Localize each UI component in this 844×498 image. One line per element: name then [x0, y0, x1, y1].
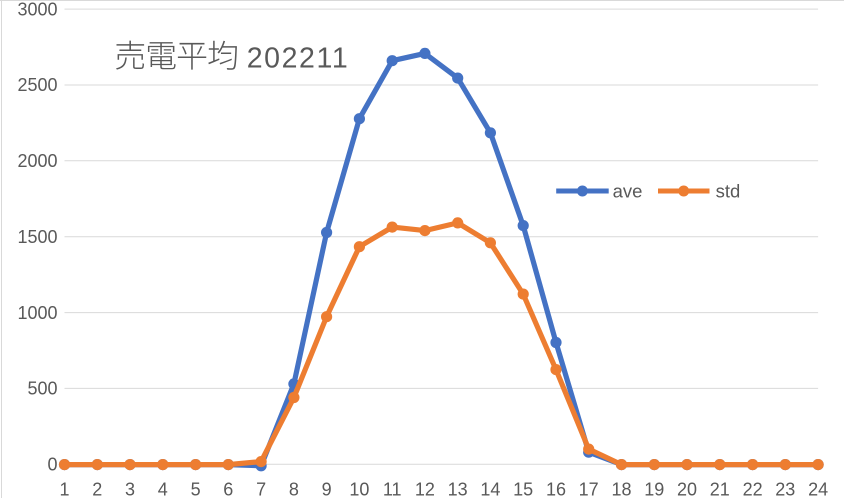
- svg-text:500: 500: [27, 379, 57, 399]
- svg-text:5: 5: [191, 480, 201, 498]
- svg-text:7: 7: [256, 480, 266, 498]
- svg-text:18: 18: [611, 480, 631, 498]
- svg-text:15: 15: [513, 480, 533, 498]
- svg-text:8: 8: [289, 480, 299, 498]
- svg-text:6: 6: [223, 480, 233, 498]
- svg-text:11: 11: [383, 480, 402, 498]
- svg-text:16: 16: [546, 480, 566, 498]
- svg-text:ave: ave: [613, 180, 643, 201]
- svg-text:12: 12: [415, 480, 435, 498]
- svg-text:9: 9: [322, 480, 332, 498]
- svg-text:1000: 1000: [17, 303, 57, 323]
- svg-text:17: 17: [579, 480, 599, 498]
- svg-text:13: 13: [448, 480, 468, 498]
- svg-text:19: 19: [644, 480, 664, 498]
- svg-text:4: 4: [158, 480, 168, 498]
- svg-text:2000: 2000: [17, 151, 57, 171]
- svg-text:21: 21: [710, 480, 730, 498]
- svg-text:2: 2: [92, 480, 102, 498]
- svg-text:0: 0: [47, 455, 57, 475]
- svg-text:1500: 1500: [17, 227, 57, 247]
- svg-text:1: 1: [59, 480, 69, 498]
- svg-text:3: 3: [125, 480, 135, 498]
- svg-text:3000: 3000: [17, 0, 57, 19]
- svg-text:std: std: [716, 180, 741, 201]
- svg-text:20: 20: [677, 480, 697, 498]
- svg-text:22: 22: [743, 480, 763, 498]
- svg-text:23: 23: [775, 480, 795, 498]
- svg-text:14: 14: [480, 480, 500, 498]
- svg-text:202211: 202211: [247, 43, 350, 75]
- svg-text:24: 24: [808, 480, 828, 498]
- svg-text:2500: 2500: [17, 75, 57, 95]
- svg-text:10: 10: [349, 480, 369, 498]
